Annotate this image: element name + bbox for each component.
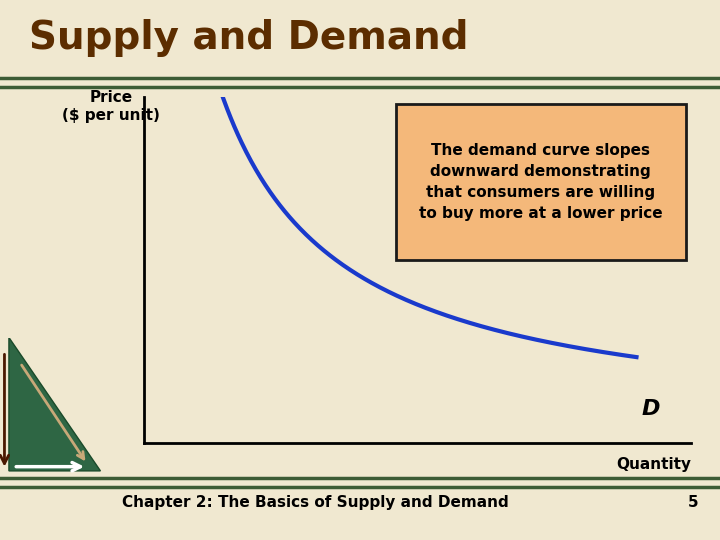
Text: 5: 5 bbox=[688, 495, 698, 510]
Text: Chapter 2: The Basics of Supply and Demand: Chapter 2: The Basics of Supply and Dema… bbox=[122, 495, 509, 510]
Text: Quantity: Quantity bbox=[616, 457, 691, 471]
Text: Price
($ per unit): Price ($ per unit) bbox=[62, 90, 160, 123]
Text: D: D bbox=[642, 399, 660, 419]
Text: Supply and Demand: Supply and Demand bbox=[29, 19, 468, 57]
Text: The demand curve slopes
downward demonstrating
that consumers are willing
to buy: The demand curve slopes downward demonst… bbox=[419, 143, 662, 221]
FancyBboxPatch shape bbox=[396, 104, 685, 260]
Polygon shape bbox=[9, 338, 101, 471]
